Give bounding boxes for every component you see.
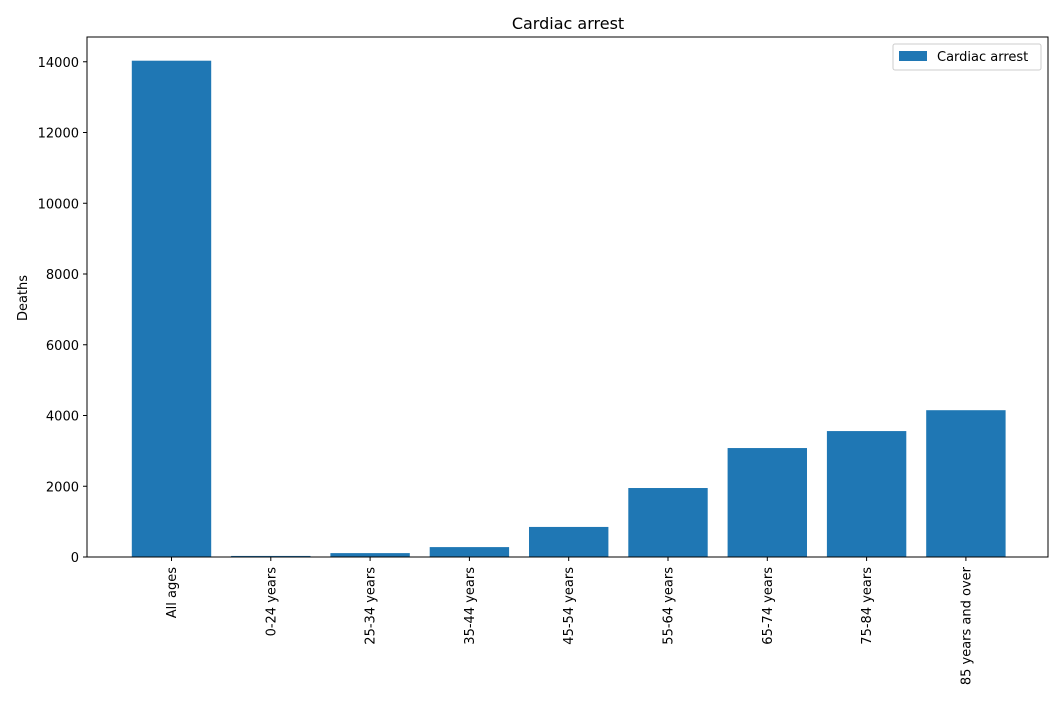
x-tick-label-8: 85 years and over [959,566,974,685]
legend-swatch [899,51,927,61]
y-tick-label-1: 2000 [46,480,79,495]
bar-1 [231,555,311,557]
x-tick-label-4: 45-54 years [562,567,577,645]
x-axis-ticks: All ages 0-24 years 25-34 years 35-44 years… [165,557,974,685]
chart-title: Cardiac arrest [512,14,624,33]
legend-box [892,43,1042,71]
y-tick-label-4: 8000 [46,268,79,283]
bar-5 [628,488,708,557]
x-tick-label-5: 55-64 years [662,567,677,645]
y-tick-label-5: 10000 [38,197,79,212]
y-tick-label-6: 12000 [38,127,79,142]
bar-6 [727,448,807,557]
x-tick-label-0: All ages [165,567,180,618]
x-tick-label-3: 35-44 years [463,567,478,645]
x-tick-label-6: 65-74 years [761,567,776,645]
bar-8 [926,410,1006,557]
y-tick-label-0: 0 [71,551,79,566]
legend: Cardiac arrest [892,43,1042,71]
x-tick-label-1: 0-24 years [264,567,279,637]
y-tick-label-3: 6000 [46,339,79,354]
y-axis-ticks: 0 2000 4000 6000 8000 10000 12000 14000 [38,56,87,566]
legend-label: Cardiac arrest [937,50,1028,65]
bar-4 [529,526,609,557]
bar-0 [131,60,212,557]
bar-7 [826,431,907,557]
bar-3 [429,547,510,557]
plot-frame [86,36,1049,558]
bars-group [131,60,1006,557]
y-tick-label-7: 14000 [38,56,79,71]
x-tick-label-2: 25-34 years [364,567,379,645]
y-tick-label-2: 4000 [46,410,79,425]
bar-2 [330,553,410,557]
y-axis-label: Deaths [16,275,31,321]
x-tick-label-7: 75-84 years [860,567,875,645]
